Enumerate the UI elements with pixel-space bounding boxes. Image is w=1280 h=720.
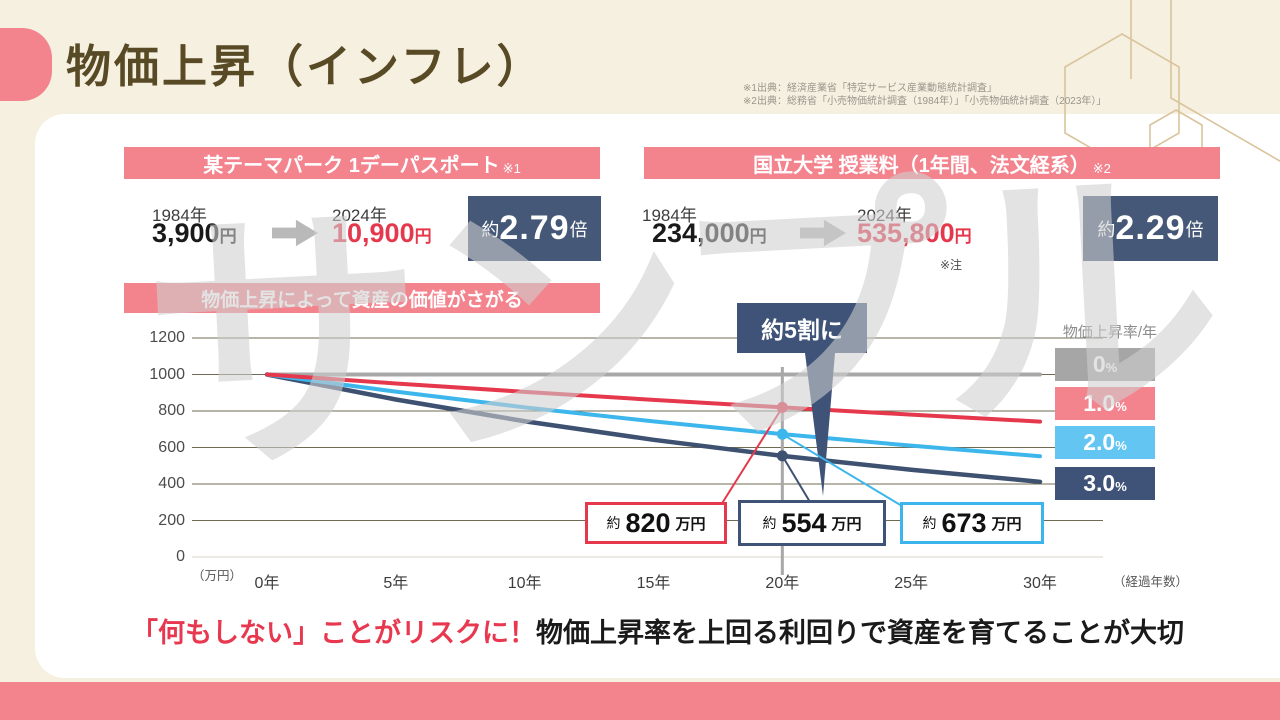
price-note: ※注 bbox=[940, 258, 963, 272]
bottom-accent-bar bbox=[0, 682, 1280, 720]
callout-box: 約5割に bbox=[737, 303, 867, 353]
before-price: 234,000円 bbox=[652, 218, 767, 248]
x-tick-label: 20年 bbox=[765, 575, 800, 592]
y-tick-label: 400 bbox=[158, 475, 185, 492]
y-tick-label: 600 bbox=[158, 438, 185, 456]
source-note-2: ※2出典：総務省「小売物価統計調査（1984年）」「小売物価統計調査（2023年… bbox=[743, 96, 1107, 107]
point-label-suf: 万円 bbox=[831, 515, 862, 533]
legend-chip-percent: % bbox=[1115, 438, 1127, 453]
after-year-label: 2024年 bbox=[332, 206, 387, 225]
y-tick-label: 1000 bbox=[149, 365, 185, 383]
comparison-header-label: 国立大学 授業料（1年間、法文経系） bbox=[753, 154, 1090, 177]
x-tick-label: 5年 bbox=[383, 575, 409, 592]
y-tick-label: 0 bbox=[176, 548, 185, 565]
after-year-label: 2024年 bbox=[857, 206, 912, 225]
point-label-pre: 約 bbox=[762, 515, 777, 531]
yen-unit: 円 bbox=[954, 227, 972, 246]
point-label-val: 554 bbox=[781, 507, 827, 538]
point-label-pre: 約 bbox=[606, 515, 621, 531]
yen-unit: 円 bbox=[414, 227, 432, 246]
multiplier-badge: 約 2.79 倍 bbox=[468, 196, 601, 261]
x-tick-label: 25年 bbox=[894, 575, 929, 592]
point-label-val: 820 bbox=[625, 507, 671, 538]
point-label-box-820: 約 820 万円 bbox=[585, 502, 727, 544]
leader-line-2.0% bbox=[781, 433, 903, 507]
source-notes: ※1出典：経済産業省「特定サービス産業動態統計調査」 ※2出典：総務省「小売物価… bbox=[743, 82, 1106, 108]
footer-highlight: 「何もしない」ことがリスクに！ bbox=[131, 618, 536, 648]
multiplier-badge: 約 2.29 倍 bbox=[1083, 196, 1218, 261]
marker-dot-3.0% bbox=[776, 450, 788, 462]
x-axis-unit: （経過年数） bbox=[1113, 575, 1189, 589]
footer-message: 「何もしない」ことがリスクに！物価上昇率を上回る利回りで資産を育てることが大切 bbox=[35, 611, 1280, 650]
series-line-1.0% bbox=[265, 372, 1042, 424]
x-tick-label: 15年 bbox=[636, 575, 671, 592]
content-card: 某テーマパーク 1デーパスポート ※1 1984年 3,900円 2024年 1… bbox=[35, 114, 1280, 678]
title-accent-shape bbox=[0, 28, 52, 101]
callout-pointer bbox=[805, 353, 835, 496]
source-note-1: ※1出典：経済産業省「特定サービス産業動態統計調査」 bbox=[743, 83, 997, 94]
legend-chip-percent: % bbox=[1115, 399, 1127, 414]
legend-chip-percent: % bbox=[1115, 479, 1127, 494]
after-price: 10,900円 bbox=[332, 218, 432, 248]
before-price: 3,900円 bbox=[152, 218, 237, 248]
after-price: 535,800円 bbox=[857, 218, 972, 248]
legend-chip-percent: % bbox=[1105, 360, 1118, 375]
series-line-3.0% bbox=[264, 372, 1043, 485]
before-year-label: 1984年 bbox=[152, 206, 207, 225]
chart-section-header-bar: 物価上昇によって資産の価値がさがる bbox=[124, 283, 600, 313]
x-tick-label: 0年 bbox=[254, 575, 280, 592]
point-label-box-554: 約 554 万円 bbox=[738, 500, 886, 546]
footer-rest: 物価上昇率を上回る利回りで資産を育てることが大切 bbox=[536, 618, 1184, 648]
point-label-suf: 万円 bbox=[675, 515, 706, 533]
leader-line-3.0% bbox=[781, 455, 811, 503]
point-label-box-673: 約 673 万円 bbox=[900, 502, 1044, 544]
legend-chip-1.0%: 1.0% bbox=[1055, 387, 1155, 420]
page-title: 物価上昇（インフレ） bbox=[66, 40, 545, 93]
y-axis-unit: （万円） bbox=[192, 569, 243, 583]
y-tick-label: 800 bbox=[158, 402, 185, 419]
marker-dot-1.0% bbox=[776, 401, 788, 413]
series-line-2.0% bbox=[265, 372, 1042, 459]
point-label-pre: 約 bbox=[922, 515, 937, 531]
x-tick-label: 10年 bbox=[507, 575, 542, 592]
legend-chip-number: 2.0 bbox=[1083, 429, 1116, 455]
leader-line-1.0% bbox=[720, 406, 784, 506]
legend-chip-2.0%: 2.0% bbox=[1055, 426, 1155, 459]
yen-unit: 円 bbox=[219, 227, 237, 246]
legend-title: 物価上昇率/年 bbox=[1062, 324, 1157, 341]
yen-unit: 円 bbox=[749, 227, 767, 246]
comparison-header-theme-park: 某テーマパーク 1デーパスポート ※1 bbox=[124, 147, 600, 179]
point-label-suf: 万円 bbox=[991, 515, 1022, 533]
legend-chip-number: 0 bbox=[1092, 351, 1106, 377]
y-tick-label: 200 bbox=[158, 511, 185, 529]
legend-chip-number: 3.0 bbox=[1083, 470, 1116, 496]
legend-chip-3.0%: 3.0% bbox=[1055, 467, 1155, 500]
point-label-val: 673 bbox=[941, 507, 987, 538]
comparison-header-label: 某テーマパーク 1デーパスポート bbox=[203, 154, 500, 177]
legend-chip-number: 1.0 bbox=[1083, 390, 1116, 416]
legend-chip-0%: 0% bbox=[1055, 348, 1155, 381]
before-year-label: 1984年 bbox=[642, 206, 697, 225]
comparison-header-note: ※1 bbox=[502, 161, 521, 176]
marker-dot-2.0% bbox=[776, 428, 788, 440]
x-tick-label: 30年 bbox=[1023, 575, 1057, 592]
y-tick-label: 1200 bbox=[149, 329, 185, 346]
